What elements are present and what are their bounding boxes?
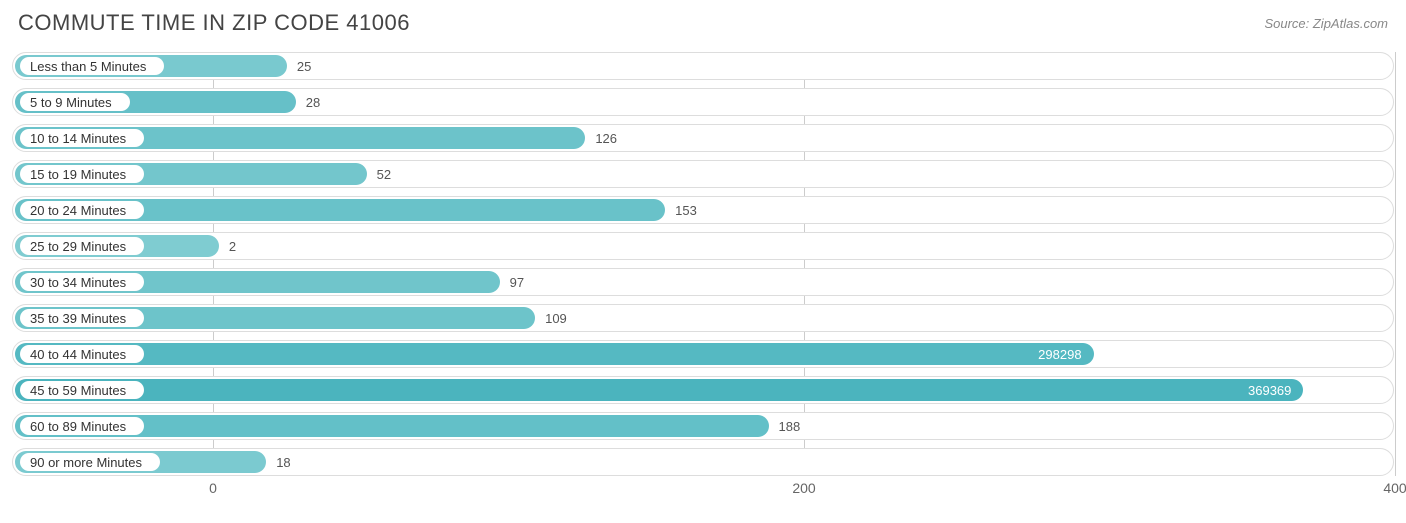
bar-row: 10 to 14 Minutes 126 bbox=[12, 124, 1394, 152]
bar-row: 60 to 89 Minutes 188 bbox=[12, 412, 1394, 440]
category-label: 25 to 29 Minutes bbox=[30, 239, 126, 254]
bar-value: 298 bbox=[1038, 347, 1060, 362]
bar-row: 30 to 34 Minutes 97 bbox=[12, 268, 1394, 296]
bar-value: 52 bbox=[367, 160, 391, 188]
x-axis-tick: 400 bbox=[1383, 480, 1406, 496]
category-label: 10 to 14 Minutes bbox=[30, 131, 126, 146]
category-pill: 60 to 89 Minutes bbox=[20, 417, 144, 435]
category-pill: 5 to 9 Minutes bbox=[20, 93, 130, 111]
category-label: 30 to 34 Minutes bbox=[30, 275, 126, 290]
bar-row: 90 or more Minutes 18 bbox=[12, 448, 1394, 476]
category-label: 90 or more Minutes bbox=[30, 455, 142, 470]
bar-value: 109 bbox=[535, 304, 567, 332]
category-pill: 15 to 19 Minutes bbox=[20, 165, 144, 183]
category-label: 35 to 39 Minutes bbox=[30, 311, 126, 326]
bar-value: 25 bbox=[287, 52, 311, 80]
bar-row: 36936945 to 59 Minutes bbox=[12, 376, 1394, 404]
category-label: 40 to 44 Minutes bbox=[30, 347, 126, 362]
bar: 369369 bbox=[15, 379, 1303, 401]
bar-value: 188 bbox=[769, 412, 801, 440]
bar-row: 5 to 9 Minutes 28 bbox=[12, 88, 1394, 116]
category-label: 15 to 19 Minutes bbox=[30, 167, 126, 182]
category-pill: Less than 5 Minutes bbox=[20, 57, 164, 75]
category-pill: 40 to 44 Minutes bbox=[20, 345, 144, 363]
category-pill: 20 to 24 Minutes bbox=[20, 201, 144, 219]
bar-value: 369 bbox=[1270, 383, 1292, 398]
bar-value: 18 bbox=[266, 448, 290, 476]
category-label: 5 to 9 Minutes bbox=[30, 95, 112, 110]
bar-value: 2 bbox=[219, 232, 236, 260]
gridline bbox=[1395, 52, 1396, 476]
chart-container: COMMUTE TIME IN ZIP CODE 41006 Source: Z… bbox=[0, 0, 1406, 523]
category-label: 20 to 24 Minutes bbox=[30, 203, 126, 218]
bar-value: 97 bbox=[500, 268, 524, 296]
chart-title: COMMUTE TIME IN ZIP CODE 41006 bbox=[18, 10, 410, 36]
x-axis: 0200400 bbox=[12, 480, 1394, 510]
category-pill: 90 or more Minutes bbox=[20, 453, 160, 471]
bar-row: 15 to 19 Minutes 52 bbox=[12, 160, 1394, 188]
chart-source: Source: ZipAtlas.com bbox=[1264, 16, 1388, 31]
bar-row: 35 to 39 Minutes 109 bbox=[12, 304, 1394, 332]
bar-value: 153 bbox=[665, 196, 697, 224]
bar-value: 369 bbox=[1248, 383, 1270, 398]
chart-plot-area: Less than 5 Minutes 25 5 to 9 Minutes 28 10 … bbox=[12, 52, 1394, 476]
category-pill: 45 to 59 Minutes bbox=[20, 381, 144, 399]
chart-header: COMMUTE TIME IN ZIP CODE 41006 Source: Z… bbox=[12, 10, 1394, 36]
bar-value: 126 bbox=[585, 124, 617, 152]
bar-row: 25 to 29 Minutes 2 bbox=[12, 232, 1394, 260]
bar-value: 28 bbox=[296, 88, 320, 116]
x-axis-tick: 0 bbox=[209, 480, 217, 496]
category-pill: 10 to 14 Minutes bbox=[20, 129, 144, 147]
bar-row: 20 to 24 Minutes 153 bbox=[12, 196, 1394, 224]
bar-value: 298 bbox=[1060, 347, 1082, 362]
category-pill: 35 to 39 Minutes bbox=[20, 309, 144, 327]
category-label: 60 to 89 Minutes bbox=[30, 419, 126, 434]
bar-row: 29829840 to 44 Minutes bbox=[12, 340, 1394, 368]
bar: 298298 bbox=[15, 343, 1094, 365]
category-label: Less than 5 Minutes bbox=[30, 59, 146, 74]
category-label: 45 to 59 Minutes bbox=[30, 383, 126, 398]
category-pill: 30 to 34 Minutes bbox=[20, 273, 144, 291]
bar-row: Less than 5 Minutes 25 bbox=[12, 52, 1394, 80]
category-pill: 25 to 29 Minutes bbox=[20, 237, 144, 255]
x-axis-tick: 200 bbox=[792, 480, 815, 496]
